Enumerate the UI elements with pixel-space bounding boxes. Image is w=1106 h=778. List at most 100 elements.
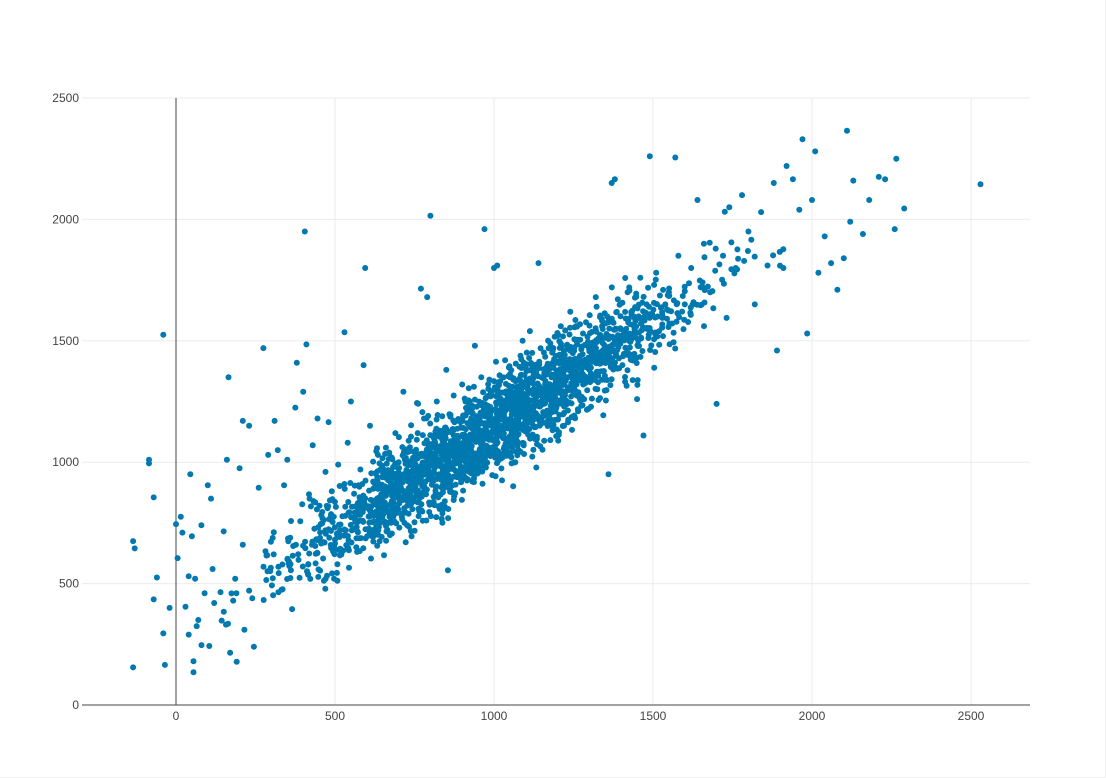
scatter-point xyxy=(374,445,380,452)
scatter-point xyxy=(402,539,409,546)
scatter-point xyxy=(522,361,529,368)
scatter-point xyxy=(744,248,751,254)
scatter-point xyxy=(478,374,485,381)
scatter-point xyxy=(466,447,472,454)
scatter-point xyxy=(233,658,240,665)
scatter-point xyxy=(386,519,392,526)
scatter-point xyxy=(555,431,562,438)
scatter-point xyxy=(626,334,632,341)
scatter-point xyxy=(789,176,796,183)
scatter-point xyxy=(812,148,819,155)
scatter-point xyxy=(815,269,822,276)
scatter-point xyxy=(687,311,694,318)
scatter-point xyxy=(621,329,628,336)
scatter-point xyxy=(279,586,286,593)
scatter-point xyxy=(481,413,488,420)
scatter-point xyxy=(450,392,457,399)
scatter-point xyxy=(355,499,362,506)
scatter-point xyxy=(312,560,319,567)
scatter-point xyxy=(209,566,216,572)
scatter-point xyxy=(388,498,395,505)
scatter-point xyxy=(543,366,549,373)
x-tick-label: 500 xyxy=(325,709,345,723)
scatter-point xyxy=(371,499,378,506)
scatter-point xyxy=(236,465,243,472)
scatter-point xyxy=(347,398,354,405)
scatter-point xyxy=(411,449,418,456)
scatter-point xyxy=(628,352,635,359)
scatter-point xyxy=(535,260,542,267)
scatter-point xyxy=(721,208,728,215)
scatter-point xyxy=(569,426,575,433)
scatter-point xyxy=(617,313,624,320)
scatter-point xyxy=(246,587,253,594)
scatter-point xyxy=(241,626,248,633)
scatter-point xyxy=(526,355,533,361)
scatter-point xyxy=(463,459,469,466)
scatter-point xyxy=(673,301,680,308)
scatter-point xyxy=(575,377,582,384)
scatter-point xyxy=(468,402,475,409)
scatter-point xyxy=(513,416,520,423)
x-tick-label: 1500 xyxy=(640,709,667,723)
scatter-point xyxy=(471,342,478,349)
scatter-point xyxy=(567,324,574,331)
scatter-point xyxy=(367,508,374,515)
scatter-point xyxy=(271,417,278,424)
scatter-point xyxy=(777,262,783,269)
scatter-point xyxy=(607,382,614,389)
scatter-point xyxy=(315,573,322,580)
scatter-point xyxy=(295,551,302,558)
scatter-point xyxy=(664,292,671,299)
scatter-point xyxy=(668,308,675,315)
scatter-point xyxy=(367,422,373,429)
scatter-point xyxy=(748,236,755,243)
scatter-point xyxy=(514,442,521,449)
scatter-point xyxy=(720,252,726,259)
scatter-point xyxy=(337,521,344,528)
scatter-point xyxy=(331,551,338,558)
scatter-point xyxy=(460,454,467,461)
scatter-point xyxy=(385,509,392,516)
scatter-point xyxy=(622,344,629,351)
scatter-point xyxy=(419,508,426,515)
scatter-point xyxy=(325,503,332,510)
scatter-point xyxy=(567,308,574,315)
scatter-point xyxy=(289,606,296,613)
scatter-point xyxy=(501,447,508,453)
scatter-point xyxy=(416,493,423,500)
scatter-point xyxy=(322,585,329,592)
scatter-point xyxy=(716,261,723,268)
scatter-point xyxy=(433,447,440,454)
scatter-point xyxy=(362,535,369,542)
scatter-point xyxy=(396,481,403,488)
scatter-point xyxy=(634,396,641,403)
scatter-point xyxy=(524,396,531,403)
scatter-point xyxy=(604,358,611,365)
scatter-point xyxy=(401,456,408,463)
scatter-point xyxy=(537,443,544,450)
scatter-point xyxy=(584,387,591,394)
scatter-point xyxy=(629,377,636,384)
scatter-point xyxy=(430,469,437,476)
scatter-point xyxy=(300,388,307,395)
scatter-point xyxy=(270,551,277,558)
scatter-point xyxy=(198,522,205,529)
scatter-point xyxy=(360,492,367,499)
scatter-point xyxy=(424,294,431,301)
scatter-point xyxy=(635,313,642,320)
scatter-point xyxy=(712,245,719,252)
scatter-point xyxy=(526,426,533,433)
scatter-point xyxy=(534,415,541,422)
scatter-point xyxy=(530,402,537,409)
scatter-point xyxy=(303,341,310,348)
scatter-point xyxy=(322,468,329,475)
scatter-point xyxy=(681,316,688,323)
scatter-point xyxy=(523,349,530,356)
scatter-point xyxy=(891,226,898,233)
scatter-point xyxy=(383,489,390,496)
scatter-point xyxy=(751,253,758,260)
scatter-point xyxy=(284,555,291,562)
scatter-point xyxy=(584,333,591,340)
scatter-point xyxy=(492,439,499,446)
